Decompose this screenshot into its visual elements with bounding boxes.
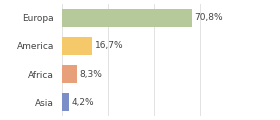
Text: 70,8%: 70,8% xyxy=(195,13,223,22)
Bar xyxy=(62,93,69,111)
Bar xyxy=(62,37,92,55)
Text: 8,3%: 8,3% xyxy=(79,70,102,79)
Bar xyxy=(62,9,192,27)
Text: 4,2%: 4,2% xyxy=(72,98,94,107)
Text: 16,7%: 16,7% xyxy=(95,41,123,50)
Bar xyxy=(62,65,77,83)
